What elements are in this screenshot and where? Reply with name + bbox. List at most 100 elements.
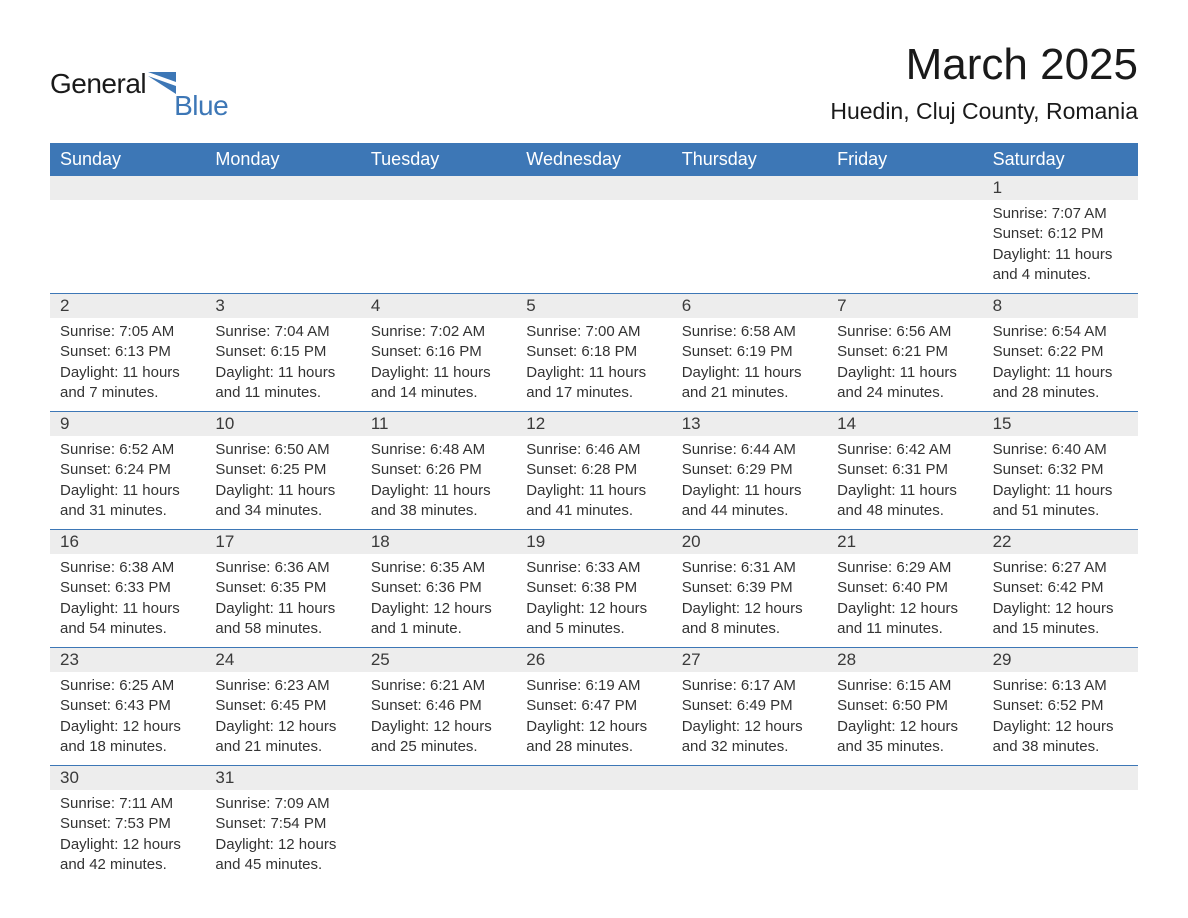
daylight-line: Daylight: 11 hours and 17 minutes.: [526, 363, 661, 404]
day-cell: [361, 176, 516, 293]
day-number: 18: [361, 530, 516, 554]
weekday-tuesday: Tuesday: [361, 143, 516, 176]
sunset-line: Sunset: 6:46 PM: [371, 696, 506, 716]
day-number: 19: [516, 530, 671, 554]
day-number: 20: [672, 530, 827, 554]
sunset-line: Sunset: 6:21 PM: [837, 342, 972, 362]
daylight-line: Daylight: 12 hours and 25 minutes.: [371, 717, 506, 758]
day-cell: 11Sunrise: 6:48 AMSunset: 6:26 PMDayligh…: [361, 412, 516, 529]
day-content: Sunrise: 7:00 AMSunset: 6:18 PMDaylight:…: [516, 318, 671, 411]
day-cell: 27Sunrise: 6:17 AMSunset: 6:49 PMDayligh…: [672, 648, 827, 765]
day-number: 21: [827, 530, 982, 554]
day-number: 26: [516, 648, 671, 672]
week-row: 30Sunrise: 7:11 AMSunset: 7:53 PMDayligh…: [50, 766, 1138, 883]
day-content: Sunrise: 6:31 AMSunset: 6:39 PMDaylight:…: [672, 554, 827, 647]
day-number: 11: [361, 412, 516, 436]
day-number: [361, 176, 516, 200]
daylight-line: Daylight: 11 hours and 34 minutes.: [215, 481, 350, 522]
header: General Blue March 2025 Huedin, Cluj Cou…: [50, 40, 1138, 125]
day-number: 4: [361, 294, 516, 318]
sunset-line: Sunset: 6:45 PM: [215, 696, 350, 716]
day-cell: 9Sunrise: 6:52 AMSunset: 6:24 PMDaylight…: [50, 412, 205, 529]
day-number: 30: [50, 766, 205, 790]
day-cell: 19Sunrise: 6:33 AMSunset: 6:38 PMDayligh…: [516, 530, 671, 647]
sunrise-line: Sunrise: 6:27 AM: [993, 558, 1128, 578]
week-row: 16Sunrise: 6:38 AMSunset: 6:33 PMDayligh…: [50, 530, 1138, 648]
daylight-line: Daylight: 12 hours and 8 minutes.: [682, 599, 817, 640]
logo-word-1: General: [50, 68, 146, 100]
daylight-line: Daylight: 11 hours and 14 minutes.: [371, 363, 506, 404]
sunset-line: Sunset: 6:13 PM: [60, 342, 195, 362]
day-cell: [827, 766, 982, 883]
day-number: 12: [516, 412, 671, 436]
day-number: [361, 766, 516, 790]
daylight-line: Daylight: 11 hours and 7 minutes.: [60, 363, 195, 404]
day-cell: 3Sunrise: 7:04 AMSunset: 6:15 PMDaylight…: [205, 294, 360, 411]
week-row: 1Sunrise: 7:07 AMSunset: 6:12 PMDaylight…: [50, 176, 1138, 294]
day-content: [672, 790, 827, 870]
day-cell: 30Sunrise: 7:11 AMSunset: 7:53 PMDayligh…: [50, 766, 205, 883]
logo: General Blue: [50, 68, 232, 100]
daylight-line: Daylight: 11 hours and 11 minutes.: [215, 363, 350, 404]
sunrise-line: Sunrise: 6:35 AM: [371, 558, 506, 578]
daylight-line: Daylight: 12 hours and 42 minutes.: [60, 835, 195, 876]
day-number: 24: [205, 648, 360, 672]
day-content: Sunrise: 6:48 AMSunset: 6:26 PMDaylight:…: [361, 436, 516, 529]
day-content: Sunrise: 6:54 AMSunset: 6:22 PMDaylight:…: [983, 318, 1138, 411]
day-content: [516, 200, 671, 280]
sunset-line: Sunset: 6:40 PM: [837, 578, 972, 598]
sunrise-line: Sunrise: 6:56 AM: [837, 322, 972, 342]
sunrise-line: Sunrise: 7:02 AM: [371, 322, 506, 342]
sunrise-line: Sunrise: 7:04 AM: [215, 322, 350, 342]
day-content: Sunrise: 6:17 AMSunset: 6:49 PMDaylight:…: [672, 672, 827, 765]
sunrise-line: Sunrise: 6:50 AM: [215, 440, 350, 460]
sunset-line: Sunset: 6:52 PM: [993, 696, 1128, 716]
sunrise-line: Sunrise: 7:07 AM: [993, 204, 1128, 224]
sunrise-line: Sunrise: 6:36 AM: [215, 558, 350, 578]
day-cell: 12Sunrise: 6:46 AMSunset: 6:28 PMDayligh…: [516, 412, 671, 529]
sunrise-line: Sunrise: 6:19 AM: [526, 676, 661, 696]
day-content: [672, 200, 827, 280]
day-number: [205, 176, 360, 200]
day-number: 15: [983, 412, 1138, 436]
week-row: 9Sunrise: 6:52 AMSunset: 6:24 PMDaylight…: [50, 412, 1138, 530]
day-number: 10: [205, 412, 360, 436]
day-cell: 18Sunrise: 6:35 AMSunset: 6:36 PMDayligh…: [361, 530, 516, 647]
sunset-line: Sunset: 6:32 PM: [993, 460, 1128, 480]
sunrise-line: Sunrise: 6:13 AM: [993, 676, 1128, 696]
day-content: Sunrise: 7:05 AMSunset: 6:13 PMDaylight:…: [50, 318, 205, 411]
day-number: [983, 766, 1138, 790]
sunrise-line: Sunrise: 6:48 AM: [371, 440, 506, 460]
day-content: [205, 200, 360, 280]
day-content: Sunrise: 7:09 AMSunset: 7:54 PMDaylight:…: [205, 790, 360, 883]
day-number: 17: [205, 530, 360, 554]
day-cell: 20Sunrise: 6:31 AMSunset: 6:39 PMDayligh…: [672, 530, 827, 647]
day-cell: [672, 766, 827, 883]
daylight-line: Daylight: 12 hours and 45 minutes.: [215, 835, 350, 876]
day-cell: 31Sunrise: 7:09 AMSunset: 7:54 PMDayligh…: [205, 766, 360, 883]
day-number: [672, 766, 827, 790]
day-number: [50, 176, 205, 200]
day-number: [827, 176, 982, 200]
day-cell: [672, 176, 827, 293]
day-content: Sunrise: 7:07 AMSunset: 6:12 PMDaylight:…: [983, 200, 1138, 293]
sunrise-line: Sunrise: 6:52 AM: [60, 440, 195, 460]
day-number: 31: [205, 766, 360, 790]
sunset-line: Sunset: 6:26 PM: [371, 460, 506, 480]
daylight-line: Daylight: 12 hours and 28 minutes.: [526, 717, 661, 758]
sunset-line: Sunset: 6:33 PM: [60, 578, 195, 598]
sunset-line: Sunset: 6:28 PM: [526, 460, 661, 480]
sunset-line: Sunset: 6:49 PM: [682, 696, 817, 716]
day-content: [516, 790, 671, 870]
weekday-wednesday: Wednesday: [516, 143, 671, 176]
daylight-line: Daylight: 12 hours and 38 minutes.: [993, 717, 1128, 758]
day-content: [361, 200, 516, 280]
sunrise-line: Sunrise: 6:58 AM: [682, 322, 817, 342]
sunset-line: Sunset: 6:35 PM: [215, 578, 350, 598]
day-content: Sunrise: 7:02 AMSunset: 6:16 PMDaylight:…: [361, 318, 516, 411]
day-number: 27: [672, 648, 827, 672]
sunset-line: Sunset: 6:15 PM: [215, 342, 350, 362]
daylight-line: Daylight: 12 hours and 11 minutes.: [837, 599, 972, 640]
day-content: Sunrise: 6:42 AMSunset: 6:31 PMDaylight:…: [827, 436, 982, 529]
daylight-line: Daylight: 12 hours and 1 minute.: [371, 599, 506, 640]
